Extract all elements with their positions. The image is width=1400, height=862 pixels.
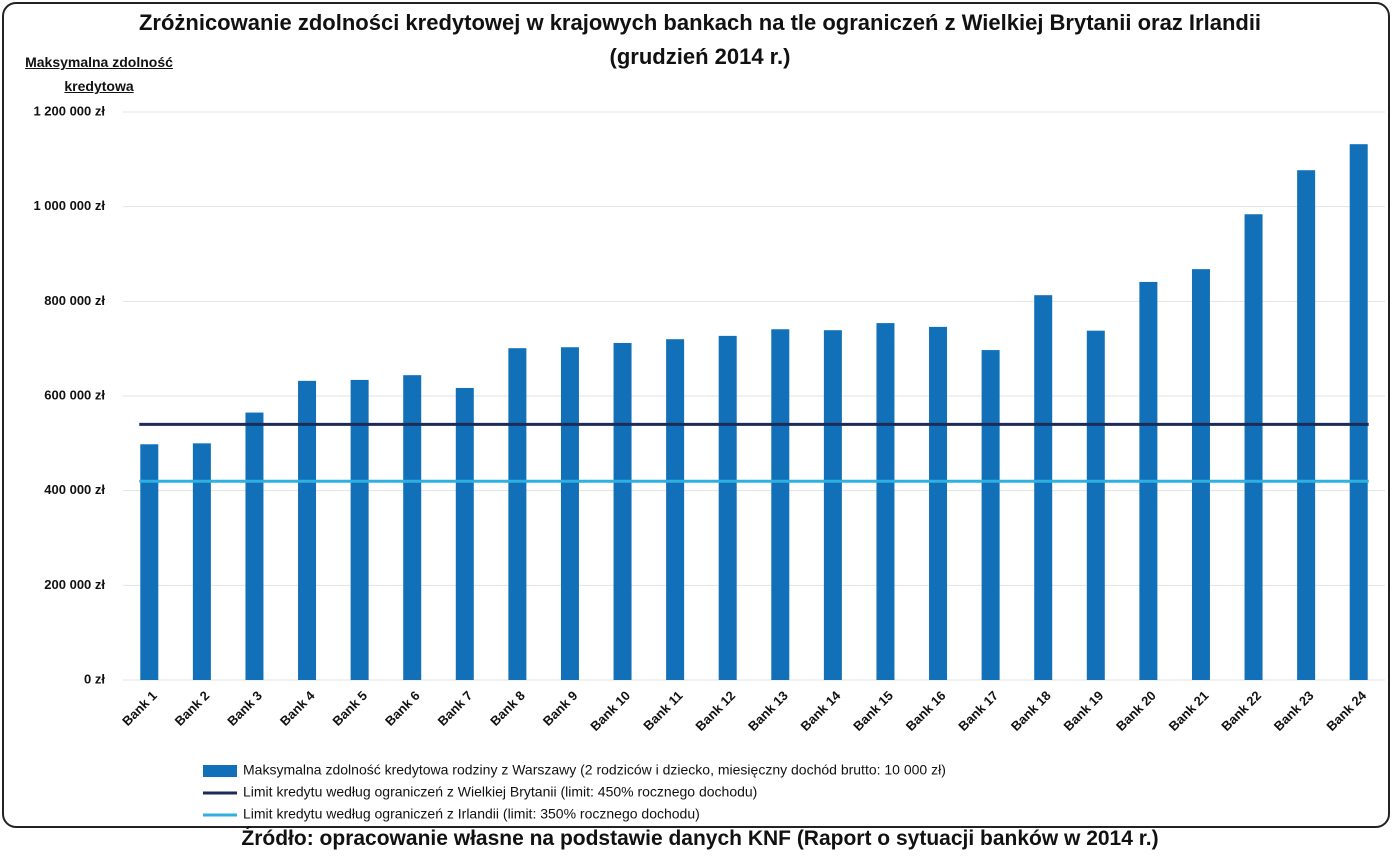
bar bbox=[1244, 214, 1263, 681]
y-axis-label: Maksymalna zdolność kredytowa bbox=[25, 54, 173, 94]
x-tick-label: Bank 12 bbox=[692, 688, 738, 734]
x-tick-label: Bank 8 bbox=[487, 688, 528, 729]
y-tick-label: 1 000 000 zł bbox=[33, 198, 105, 213]
bar bbox=[508, 348, 527, 680]
bar bbox=[245, 412, 264, 680]
x-tick-label: Bank 3 bbox=[224, 688, 265, 729]
bar bbox=[560, 347, 579, 680]
x-tick-label: Bank 16 bbox=[903, 688, 949, 734]
bar bbox=[1349, 144, 1368, 681]
x-tick-label: Bank 21 bbox=[1166, 688, 1212, 734]
bar bbox=[876, 323, 895, 680]
bar bbox=[455, 387, 474, 680]
chart: 0 zł 200 000 zł 400 000 zł 600 000 zł 800 00… bbox=[33, 103, 1385, 822]
x-tick-label: Bank 14 bbox=[798, 687, 844, 733]
bar bbox=[929, 326, 948, 680]
bar bbox=[192, 443, 211, 680]
chart-frame bbox=[2, 2, 1390, 828]
y-tick-label: 600 000 zł bbox=[44, 387, 105, 402]
x-tick-label: Bank 15 bbox=[850, 688, 896, 734]
legend-swatch bbox=[203, 765, 237, 777]
x-tick-label: Bank 9 bbox=[540, 688, 581, 729]
legend-label: Limit kredytu według ograniczeń z Wielki… bbox=[243, 784, 757, 800]
bar bbox=[981, 350, 1000, 680]
x-tick-label: Bank 20 bbox=[1113, 688, 1159, 734]
bar bbox=[298, 380, 317, 680]
x-tick-label: Bank 22 bbox=[1218, 688, 1264, 734]
bar bbox=[1191, 269, 1210, 680]
x-tick-label: Bank 6 bbox=[382, 688, 423, 729]
x-tick-label: Bank 18 bbox=[1008, 688, 1054, 734]
bar bbox=[403, 375, 422, 680]
x-tick-label: Bank 11 bbox=[640, 688, 685, 733]
chart-title: Zróżnicowanie zdolności kredytowej w kra… bbox=[138, 10, 1262, 69]
x-tick-label: Bank 7 bbox=[435, 688, 476, 729]
y-tick-label: 200 000 zł bbox=[44, 577, 105, 592]
x-tick-label: Bank 23 bbox=[1271, 688, 1317, 734]
bar bbox=[350, 379, 369, 680]
x-tick-label: Bank 13 bbox=[745, 688, 791, 734]
x-tick-label: Bank 10 bbox=[587, 688, 633, 734]
bar bbox=[718, 335, 737, 680]
legend-label: Maksymalna zdolność kredytowa rodziny z … bbox=[243, 762, 946, 778]
bar bbox=[1086, 330, 1105, 680]
legend-label: Limit kredytu według ograniczeń z Irland… bbox=[243, 806, 700, 822]
x-tick-label: Bank 24 bbox=[1323, 687, 1369, 733]
bar bbox=[823, 330, 842, 680]
bar bbox=[140, 444, 159, 680]
y-tick-label: 800 000 zł bbox=[44, 293, 105, 308]
x-tick-label: Bank 1 bbox=[119, 688, 160, 729]
bar bbox=[666, 339, 685, 680]
x-tick-label: Bank 5 bbox=[329, 688, 370, 729]
y-tick-label: 1 200 000 zł bbox=[33, 103, 105, 118]
bar bbox=[613, 342, 632, 680]
bar bbox=[1034, 295, 1053, 680]
bar bbox=[771, 329, 790, 680]
x-tick-label: Bank 19 bbox=[1060, 688, 1106, 734]
x-tick-label: Bank 17 bbox=[955, 688, 1001, 734]
y-tick-label: 0 zł bbox=[84, 671, 105, 686]
source-note: Źródło: opracowanie własne na podstawie … bbox=[241, 827, 1159, 850]
y-tick-label: 400 000 zł bbox=[44, 482, 105, 497]
x-tick-label: Bank 4 bbox=[277, 687, 318, 728]
x-tick-label: Bank 2 bbox=[172, 688, 213, 729]
